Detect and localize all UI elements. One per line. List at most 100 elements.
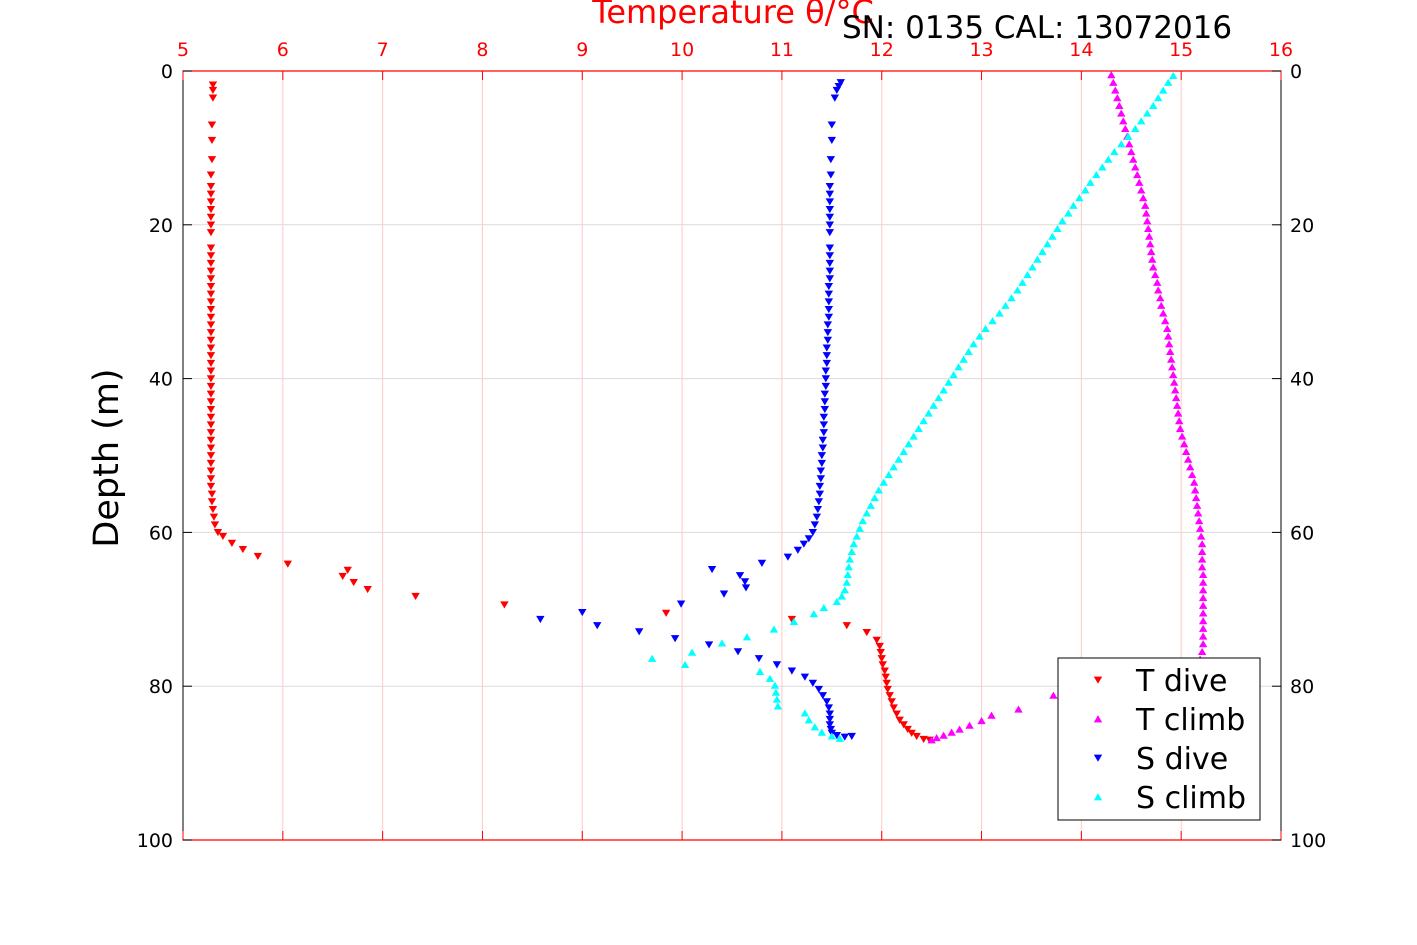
data-point xyxy=(909,432,918,440)
y-tick-label-right: 40 xyxy=(1290,369,1314,391)
data-point xyxy=(800,673,810,681)
data-point xyxy=(206,213,216,221)
data-point xyxy=(1163,324,1172,332)
data-point xyxy=(1197,540,1207,548)
data-point xyxy=(206,452,216,460)
data-point xyxy=(1171,394,1181,402)
data-point xyxy=(206,382,216,391)
data-point xyxy=(206,267,216,275)
data-point xyxy=(1141,201,1150,209)
data-point xyxy=(1131,124,1140,133)
data-point xyxy=(206,436,216,444)
data-point xyxy=(206,198,216,206)
data-point xyxy=(206,298,216,306)
data-point xyxy=(772,695,782,703)
data-point xyxy=(1007,294,1016,302)
x-tick-label: 5 xyxy=(177,39,189,61)
data-point xyxy=(707,565,717,574)
data-point xyxy=(206,467,216,475)
data-point xyxy=(206,206,216,214)
data-point xyxy=(1148,255,1157,263)
data-point xyxy=(1159,309,1168,317)
data-point xyxy=(704,641,714,649)
data-point xyxy=(818,692,828,700)
data-point xyxy=(855,524,864,532)
data-point xyxy=(283,560,293,568)
data-point xyxy=(824,290,834,298)
data-point xyxy=(842,578,851,586)
data-point xyxy=(1164,332,1173,340)
data-point xyxy=(836,79,846,87)
data-point xyxy=(733,648,743,656)
data-point xyxy=(1198,601,1208,609)
data-point xyxy=(218,532,228,541)
data-point xyxy=(1028,263,1037,271)
data-point xyxy=(1018,278,1027,286)
data-point xyxy=(849,540,858,548)
data-point xyxy=(207,490,217,498)
data-point xyxy=(1137,186,1146,194)
legend-label: T climb xyxy=(1135,703,1245,738)
data-point xyxy=(904,440,913,448)
data-markers xyxy=(206,71,1208,744)
data-point xyxy=(830,94,840,102)
data-point xyxy=(1194,517,1204,525)
data-point xyxy=(824,282,834,291)
data-point xyxy=(837,592,846,600)
data-point xyxy=(825,715,835,724)
data-point xyxy=(822,359,832,367)
data-point xyxy=(1110,147,1119,156)
data-point xyxy=(735,572,745,580)
data-point xyxy=(783,553,793,561)
data-point xyxy=(975,332,984,340)
data-point xyxy=(207,136,217,144)
data-point xyxy=(206,252,216,260)
data-point xyxy=(884,470,893,479)
data-point xyxy=(817,459,827,467)
x-tick-label: 9 xyxy=(576,39,588,61)
data-point xyxy=(1154,94,1163,102)
data-point xyxy=(895,716,904,724)
data-point xyxy=(874,486,883,494)
data-point xyxy=(862,629,871,637)
data-point xyxy=(834,83,844,91)
data-point xyxy=(1193,509,1203,517)
data-point xyxy=(634,628,644,636)
y-tick-label-right: 0 xyxy=(1290,61,1302,83)
data-point xyxy=(1143,109,1152,117)
data-point xyxy=(879,478,888,486)
data-point xyxy=(1154,286,1163,294)
data-point xyxy=(206,171,216,179)
data-point xyxy=(825,221,835,229)
data-point xyxy=(1169,378,1179,386)
data-point xyxy=(842,622,851,630)
data-point xyxy=(578,609,587,617)
data-point xyxy=(1135,178,1144,186)
data-point xyxy=(647,654,657,662)
data-point xyxy=(1117,140,1126,148)
data-point xyxy=(822,352,832,360)
data-point xyxy=(832,597,842,605)
data-point xyxy=(1129,155,1138,163)
data-point xyxy=(206,475,216,483)
data-point xyxy=(1175,424,1185,432)
data-point xyxy=(821,382,831,391)
x-tick-label: 15 xyxy=(1169,39,1193,61)
data-point xyxy=(206,336,216,344)
legend-marker xyxy=(1093,793,1103,801)
data-point xyxy=(826,156,836,164)
data-point xyxy=(844,563,853,571)
data-point xyxy=(1181,447,1191,456)
data-point xyxy=(1198,617,1208,625)
data-point xyxy=(877,655,886,663)
data-point xyxy=(1098,163,1107,171)
data-point xyxy=(995,309,1004,317)
data-point xyxy=(754,655,764,663)
data-point xyxy=(814,685,824,694)
data-point xyxy=(1183,455,1193,463)
data-point xyxy=(687,648,697,656)
data-point xyxy=(1149,263,1158,271)
data-point xyxy=(824,298,834,306)
data-point xyxy=(207,121,217,129)
